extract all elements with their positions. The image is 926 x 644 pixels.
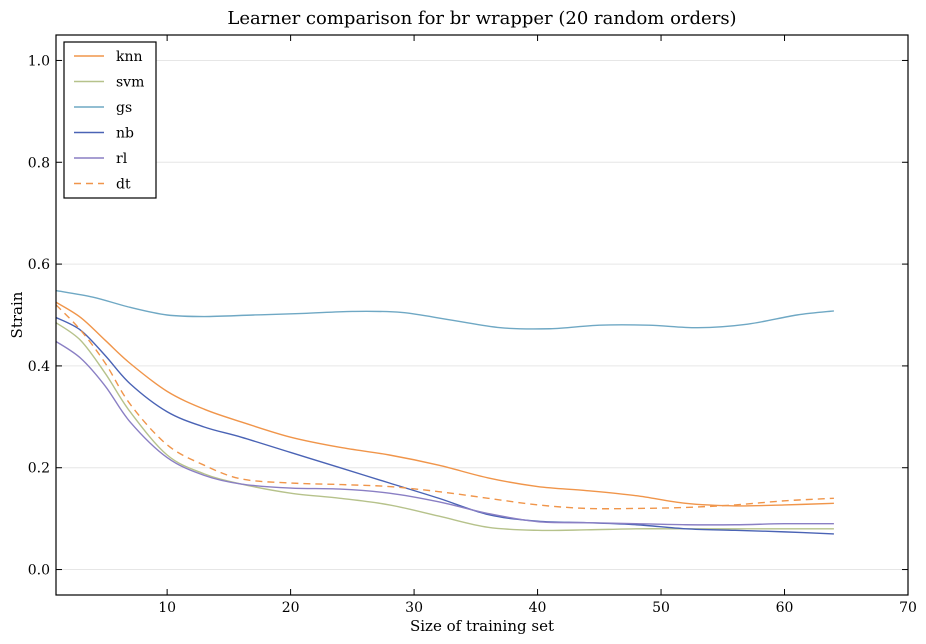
series-line-knn bbox=[55, 301, 834, 507]
axis-ticks: 0.0 0.2 0.4 0.6 0.8 1.0 10 20 30 40 50 60 70 bbox=[28, 35, 917, 616]
legend-label-nb: nb bbox=[116, 126, 134, 142]
legend-box bbox=[63, 41, 157, 199]
y-axis-label: Strain bbox=[8, 291, 26, 338]
y-tick-label: 0.4 bbox=[28, 359, 50, 375]
legend-label-svm: svm bbox=[116, 75, 144, 91]
series-layer bbox=[55, 289, 834, 535]
gridlines bbox=[56, 59, 908, 571]
x-tick-label: 20 bbox=[282, 600, 300, 616]
series-line-nb bbox=[55, 316, 834, 535]
legend-label-rl: rl bbox=[116, 151, 128, 167]
y-tick-label: 1.0 bbox=[28, 53, 50, 69]
legend-label-gs: gs bbox=[116, 100, 132, 116]
x-tick-label: 30 bbox=[405, 600, 423, 616]
series-line-rl bbox=[55, 340, 834, 526]
series-line-svm bbox=[55, 322, 834, 532]
legend-label-dt: dt bbox=[116, 177, 131, 193]
x-tick-label: 10 bbox=[158, 600, 176, 616]
x-tick-label: 40 bbox=[529, 600, 547, 616]
x-tick-label: 70 bbox=[899, 600, 917, 616]
y-tick-label: 0.8 bbox=[28, 155, 50, 171]
x-tick-label: 60 bbox=[776, 600, 794, 616]
legend-label-knn: knn bbox=[116, 49, 143, 65]
legend: knn svm gs nb rl dt bbox=[63, 41, 157, 199]
y-tick-label: 0.2 bbox=[28, 461, 50, 477]
x-axis-label: Size of training set bbox=[410, 617, 554, 635]
plot-frame bbox=[55, 34, 909, 596]
y-tick-label: 0.6 bbox=[28, 257, 50, 273]
y-tick-label: 0.0 bbox=[28, 563, 50, 579]
chart-title: Learner comparison for br wrapper (20 ra… bbox=[227, 8, 736, 29]
series-line-gs bbox=[55, 289, 834, 330]
series-line-dt bbox=[55, 304, 834, 510]
x-tick-label: 50 bbox=[652, 600, 670, 616]
